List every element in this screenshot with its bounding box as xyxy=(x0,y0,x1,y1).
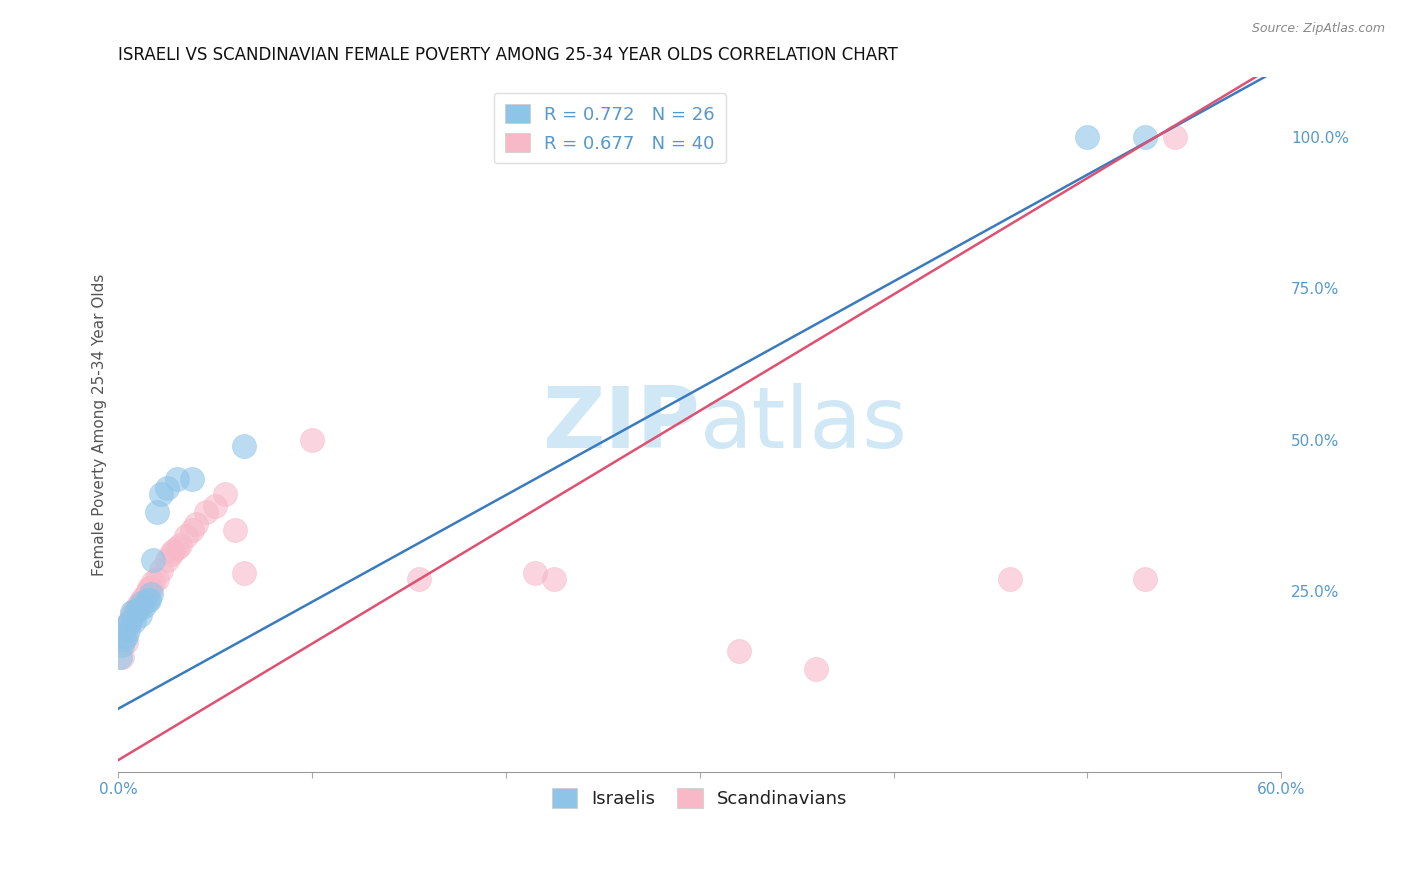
Point xyxy=(115,629,138,643)
Point xyxy=(112,620,135,634)
Point xyxy=(111,650,134,665)
Text: Source: ZipAtlas.com: Source: ZipAtlas.com xyxy=(1251,22,1385,36)
Point xyxy=(141,587,163,601)
Text: atlas: atlas xyxy=(700,383,908,466)
Point xyxy=(125,605,148,619)
Point xyxy=(120,614,142,628)
Point xyxy=(141,581,163,595)
Point xyxy=(138,592,160,607)
Point xyxy=(146,572,169,586)
Point xyxy=(115,635,138,649)
Point xyxy=(117,617,139,632)
Point xyxy=(120,614,142,628)
Point xyxy=(131,592,153,607)
Point xyxy=(112,632,135,646)
Point xyxy=(233,439,256,453)
Text: ZIP: ZIP xyxy=(543,383,700,466)
Point xyxy=(136,592,159,607)
Point xyxy=(174,529,197,543)
Point xyxy=(128,596,150,610)
Point xyxy=(181,523,204,537)
Point xyxy=(166,472,188,486)
Point xyxy=(194,505,217,519)
Point xyxy=(150,563,173,577)
Point xyxy=(121,605,143,619)
Point xyxy=(159,548,181,562)
Point xyxy=(998,572,1021,586)
Point xyxy=(150,487,173,501)
Point xyxy=(122,605,145,619)
Point xyxy=(181,472,204,486)
Point xyxy=(121,607,143,622)
Point xyxy=(111,638,134,652)
Point xyxy=(1135,572,1157,586)
Point xyxy=(142,574,165,589)
Point xyxy=(204,499,226,513)
Point xyxy=(127,599,149,613)
Point xyxy=(169,538,191,552)
Point xyxy=(1135,130,1157,145)
Point xyxy=(166,541,188,556)
Point xyxy=(162,544,184,558)
Point xyxy=(156,553,179,567)
Point xyxy=(127,602,149,616)
Point xyxy=(142,553,165,567)
Point xyxy=(224,523,246,537)
Text: ISRAELI VS SCANDINAVIAN FEMALE POVERTY AMONG 25-34 YEAR OLDS CORRELATION CHART: ISRAELI VS SCANDINAVIAN FEMALE POVERTY A… xyxy=(118,46,898,64)
Point xyxy=(233,566,256,580)
Point xyxy=(156,481,179,495)
Y-axis label: Female Poverty Among 25-34 Year Olds: Female Poverty Among 25-34 Year Olds xyxy=(93,273,107,575)
Point xyxy=(112,629,135,643)
Point xyxy=(184,517,207,532)
Point xyxy=(1163,130,1185,145)
Point xyxy=(301,433,323,447)
Point xyxy=(138,581,160,595)
Point xyxy=(524,566,547,580)
Point xyxy=(125,602,148,616)
Point xyxy=(122,614,145,628)
Point xyxy=(804,662,827,676)
Point xyxy=(117,623,139,637)
Point xyxy=(132,590,155,604)
Point xyxy=(128,607,150,622)
Point xyxy=(146,505,169,519)
Point xyxy=(110,650,132,665)
Point xyxy=(543,572,565,586)
Point xyxy=(727,644,749,658)
Point xyxy=(132,599,155,613)
Point xyxy=(1076,130,1098,145)
Point xyxy=(131,596,153,610)
Point xyxy=(136,583,159,598)
Legend: Israelis, Scandinavians: Israelis, Scandinavians xyxy=(544,780,855,815)
Point xyxy=(214,487,236,501)
Point xyxy=(408,572,430,586)
